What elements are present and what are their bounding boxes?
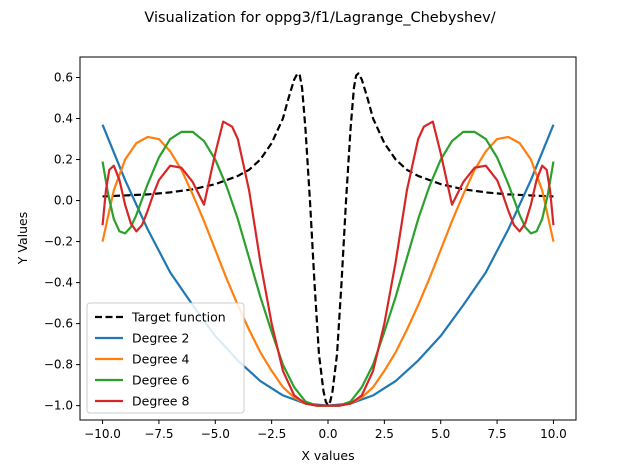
y-tick-label: 0.4 (54, 112, 73, 126)
series-line-4 (101, 120, 555, 407)
y-tick-label: −0.8 (44, 358, 73, 372)
y-axis-label: Y Values (15, 212, 30, 265)
legend-label-1: Degree 2 (132, 331, 189, 346)
x-axis: −10.0 −7.5 −5.0 −2.5 0.0 2.5 5.0 7.5 10.0 (84, 420, 567, 441)
y-axis: −1.0 −0.8 −0.6 −0.4 −0.2 0.0 0.2 0.4 0.6 (44, 71, 80, 413)
x-tick-label: 0.0 (318, 427, 337, 441)
x-tick-label: 5.0 (431, 427, 450, 441)
x-axis-label: X values (301, 448, 354, 463)
series-line-0 (102, 72, 554, 407)
y-tick-label: −0.2 (44, 235, 73, 249)
legend-box (86, 302, 245, 414)
y-tick-label: 0.2 (54, 153, 73, 167)
x-tick-label: 2.5 (375, 427, 394, 441)
y-tick-label: −0.4 (44, 276, 73, 290)
x-tick-label: −10.0 (84, 427, 121, 441)
legend-label-0: Target function (131, 310, 226, 325)
y-tick-label: −0.6 (44, 317, 73, 331)
legend-label-3: Degree 6 (132, 373, 189, 388)
x-tick-label: −2.5 (257, 427, 286, 441)
plot-area (101, 72, 555, 407)
y-tick-label: 0.6 (54, 71, 73, 85)
legend: Target function Degree 2 Degree 4 Degree 6 D… (86, 302, 245, 414)
y-tick-label: −1.0 (44, 399, 73, 413)
x-tick-label: −5.0 (201, 427, 230, 441)
x-tick-label: −7.5 (144, 427, 173, 441)
x-tick-label: 7.5 (488, 427, 507, 441)
legend-label-2: Degree 4 (132, 352, 189, 367)
legend-label-4: Degree 8 (132, 394, 189, 409)
chart-title: Visualization for oppg3/f1/Lagrange_Cheb… (144, 10, 495, 26)
x-tick-label: 10.0 (540, 427, 567, 441)
y-tick-label: 0.0 (54, 194, 73, 208)
